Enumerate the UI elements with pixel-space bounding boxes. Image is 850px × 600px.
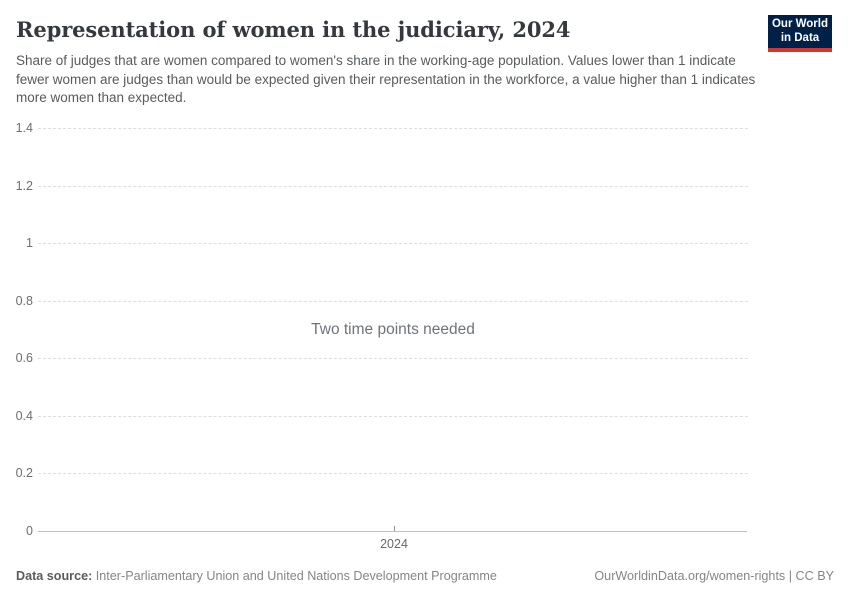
data-source-note: Data source: Inter-Parliamentary Union a…: [16, 569, 497, 584]
x-axis-line: [38, 531, 747, 532]
grid-line: [38, 128, 748, 129]
footer-license-link[interactable]: OurWorldinData.org/women-rights | CC BY: [594, 569, 834, 583]
owid-logo[interactable]: Our World in Data: [768, 15, 832, 52]
y-axis-tick-label: 0.6: [15, 351, 33, 365]
grid-line: [38, 301, 748, 302]
data-source-value: Inter-Parliamentary Union and United Nat…: [92, 569, 497, 583]
y-axis-tick-label: 0: [26, 524, 33, 538]
y-axis-tick-label: 1.4: [15, 121, 33, 135]
data-source-label: Data source:: [16, 569, 93, 583]
x-axis-tick-label: 2024: [380, 537, 408, 551]
y-axis-tick-label: 1: [26, 236, 33, 250]
owid-logo-line1: Our World: [771, 18, 828, 30]
grid-line: [38, 416, 748, 417]
page-title: Representation of women in the judiciary…: [16, 17, 571, 42]
x-axis-tick-mark: [394, 526, 395, 531]
y-axis-tick-label: 0.2: [15, 466, 33, 480]
empty-chart-message: Two time points needed: [311, 321, 475, 338]
grid-line: [38, 473, 748, 474]
chart-subtitle: Share of judges that are women compared …: [16, 53, 756, 105]
y-axis-tick-label: 0.8: [15, 294, 33, 308]
grid-line: [38, 186, 748, 187]
grid-line: [38, 243, 748, 244]
chart-footer: Data source: Inter-Parliamentary Union a…: [16, 569, 834, 584]
owid-logo-line2: in Data: [780, 31, 820, 44]
y-axis-tick-label: 1.2: [15, 179, 33, 193]
y-axis-tick-label: 0.4: [15, 409, 33, 423]
grid-line: [38, 358, 748, 359]
